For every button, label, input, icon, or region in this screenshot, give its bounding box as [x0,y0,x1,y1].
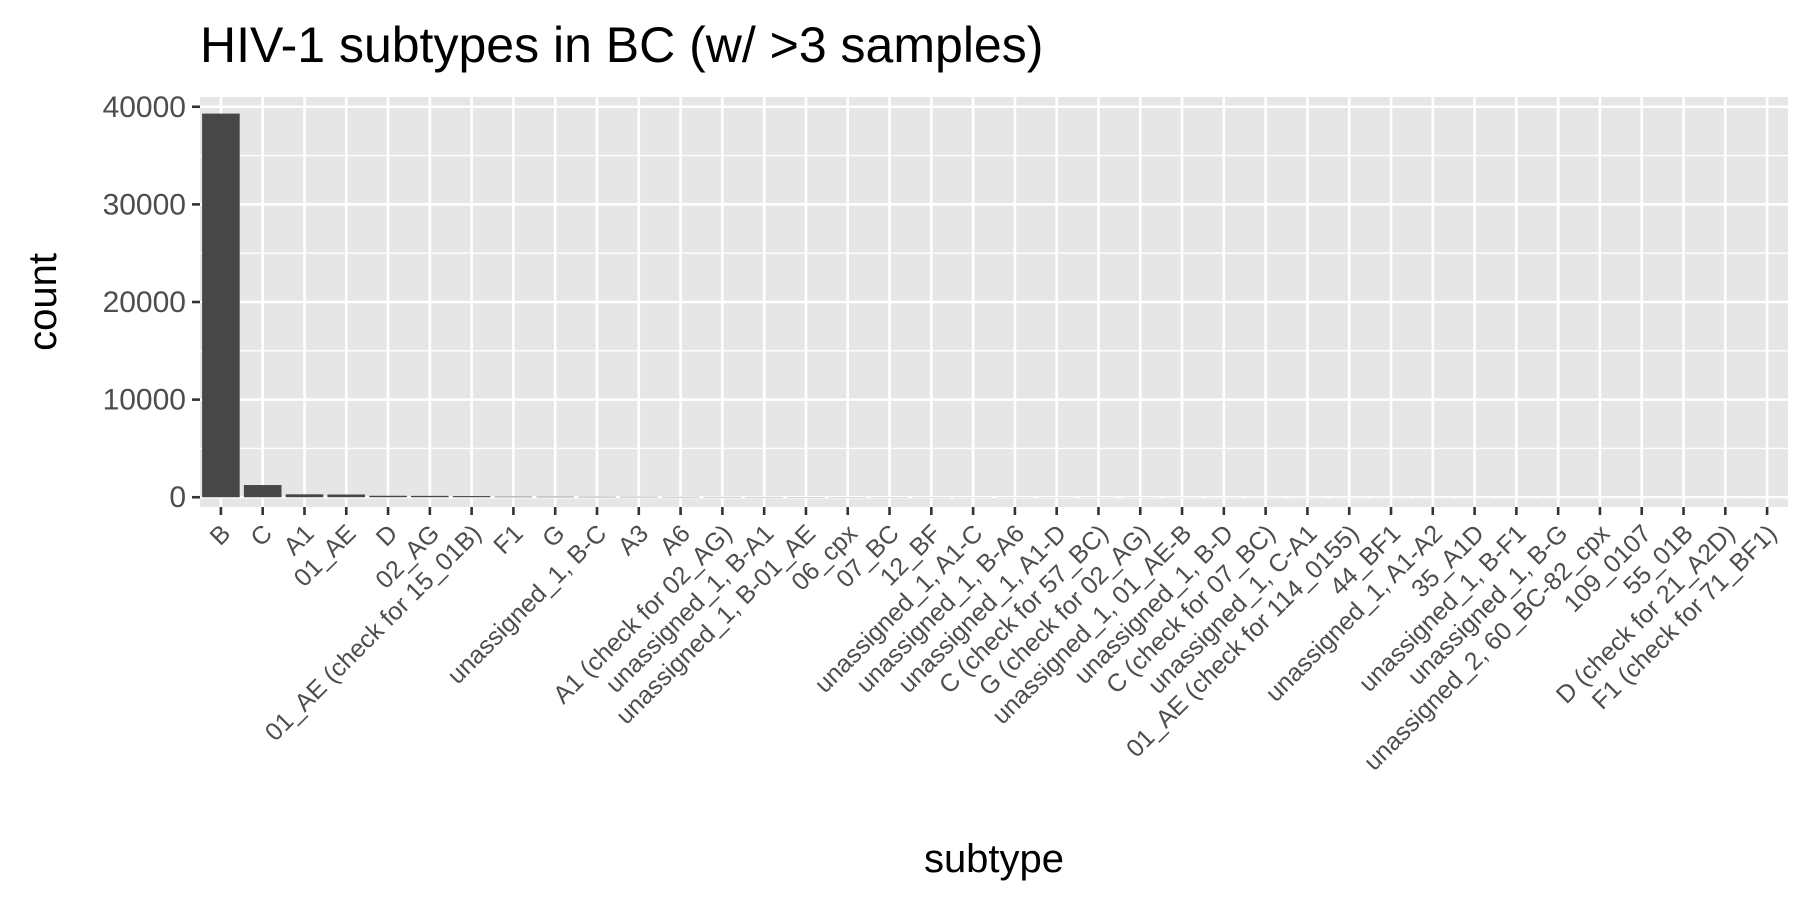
y-tick-label: 40000 [103,91,186,124]
bar [202,113,240,498]
x-tick-label: B [205,519,237,551]
x-tick-label: F1 [488,519,528,559]
y-tick-label: 0 [169,481,186,514]
bar [285,494,324,498]
x-tick-label: C [245,519,278,552]
minor-gridlines [200,154,1788,450]
bar [494,496,533,498]
bars [202,113,1786,498]
y-axis-title: count [21,253,65,351]
y-tick-label: 10000 [103,384,186,417]
x-tick-label: A3 [613,519,654,560]
bar [327,494,366,498]
x-axis-title: subtype [924,837,1064,881]
bar [243,485,282,498]
chart-title: HIV-1 subtypes in BC (w/ >3 samples) [200,17,1043,73]
bar [369,495,407,498]
y-tick-label: 30000 [103,188,186,221]
bar [536,496,575,498]
bar [411,495,449,498]
y-tick-label: 20000 [103,286,186,319]
bar [452,496,491,498]
y-axis: 0 10000 20000 30000 40000 [103,91,200,514]
